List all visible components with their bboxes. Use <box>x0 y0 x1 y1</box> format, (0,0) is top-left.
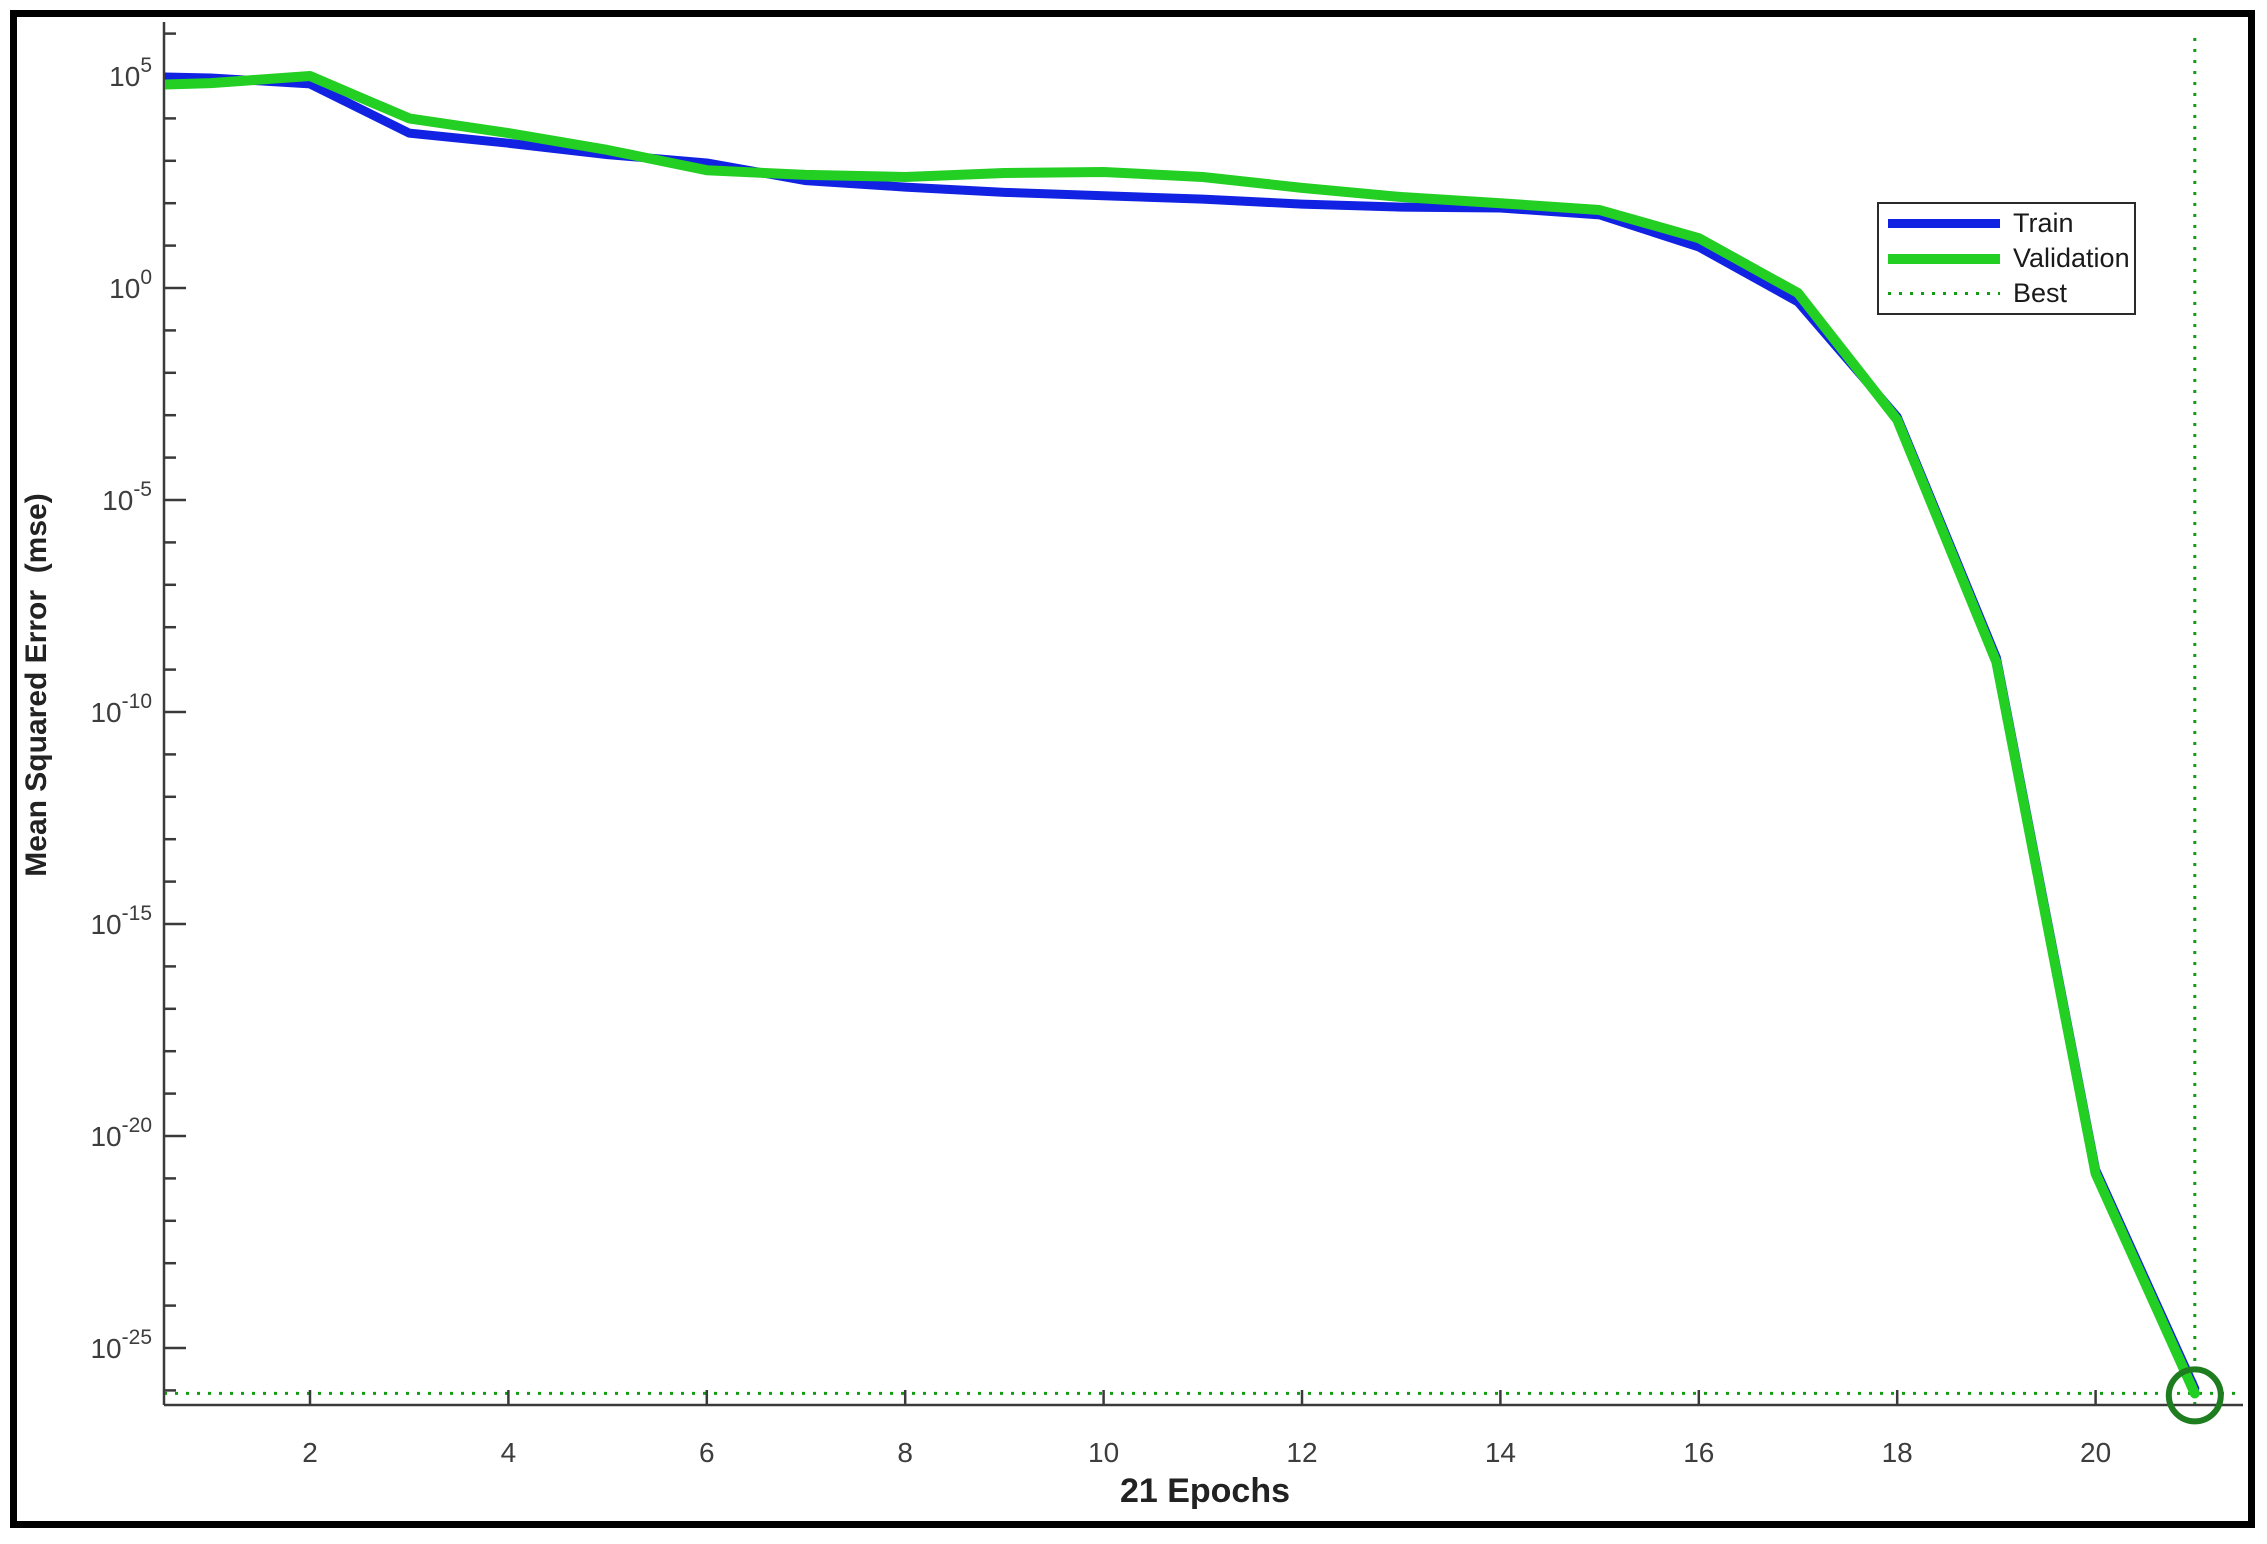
y-tick-label: 10-5 <box>102 478 152 516</box>
legend: Train Validation Best <box>1877 202 2136 315</box>
validation-line-swatch <box>1888 253 2000 264</box>
y-axis-title: Mean Squared Error (mse) <box>20 493 53 877</box>
best-epoch-circle <box>2165 1366 2224 1425</box>
figure-border <box>10 10 2255 1528</box>
best-line-swatch <box>1888 292 2000 295</box>
best-point-marker <box>2165 1366 2224 1425</box>
legend-item-best: Best <box>1879 280 2134 307</box>
x-tick-label: 20 <box>2080 1437 2111 1468</box>
y-tick-label: 10-25 <box>90 1326 152 1364</box>
y-tick-label: 10-15 <box>90 902 152 940</box>
x-tick-label: 4 <box>501 1437 517 1468</box>
x-tick-label: 16 <box>1683 1437 1714 1468</box>
x-axis-title: 21 Epochs <box>1119 1472 1291 1510</box>
y-tick-label: 100 <box>109 266 152 304</box>
y-tick-label: 105 <box>109 54 152 92</box>
legend-label-validation: Validation <box>2013 243 2130 273</box>
x-tick-label: 2 <box>302 1437 318 1468</box>
curves <box>165 71 2200 1399</box>
legend-label-train: Train <box>2013 208 2074 238</box>
train-line-swatch <box>1888 219 2000 228</box>
validation-curve <box>165 71 2200 1399</box>
x-tick-label: 8 <box>897 1437 913 1468</box>
legend-label-best: Best <box>2013 278 2068 308</box>
y-tick-label: 10-20 <box>90 1114 152 1152</box>
x-tick-label: 6 <box>699 1437 715 1468</box>
best-crosshair-lines <box>164 38 2243 1405</box>
x-tick-label: 10 <box>1088 1437 1119 1468</box>
x-tick-label: 12 <box>1286 1437 1317 1468</box>
axes: 2 4 6 8 10 12 14 16 18 20 105 100 10-5 10-10 10-15 10-2… <box>90 22 2243 1468</box>
legend-item-validation: Validation <box>1879 245 2134 272</box>
x-tick-label: 14 <box>1485 1437 1516 1468</box>
legend-item-train: Train <box>1879 210 2134 237</box>
y-tick-label: 10-10 <box>90 690 152 728</box>
x-tick-label: 18 <box>1882 1437 1913 1468</box>
